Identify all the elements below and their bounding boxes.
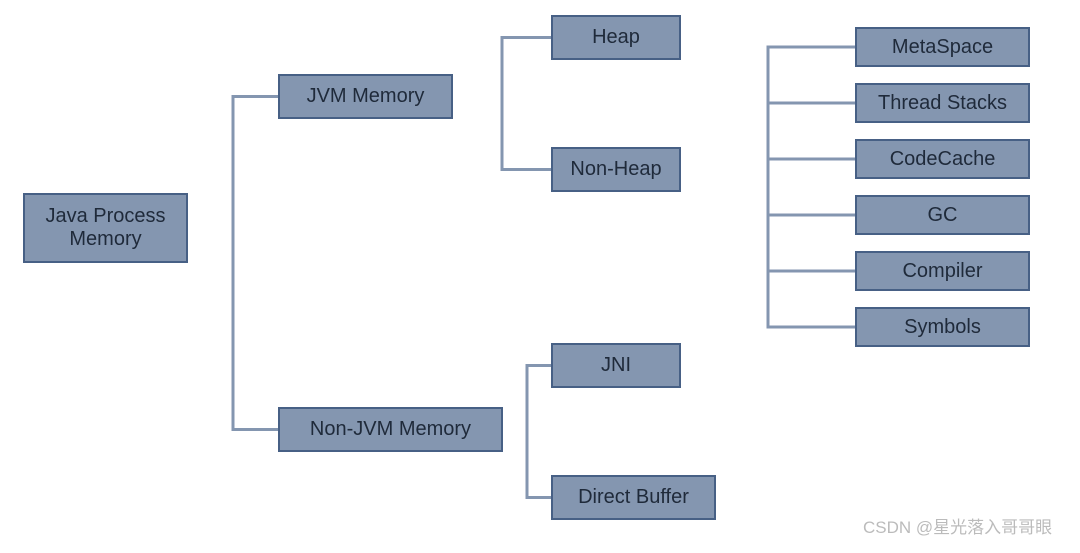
node-direct: Direct Buffer [551, 475, 716, 520]
watermark-text: CSDN @星光落入哥哥眼 [863, 518, 1052, 537]
node-compiler: Compiler [855, 251, 1030, 291]
node-root: Java Process Memory [23, 193, 188, 263]
node-symbols: Symbols [855, 307, 1030, 347]
node-label-root: Java Process Memory [45, 205, 165, 251]
node-label-heap: Heap [592, 26, 640, 49]
node-stacks: Thread Stacks [855, 83, 1030, 123]
node-label-nonheap: Non-Heap [570, 158, 661, 181]
node-gc: GC [855, 195, 1030, 235]
node-jvm: JVM Memory [278, 74, 453, 119]
node-jni: JNI [551, 343, 681, 388]
node-label-symbols: Symbols [904, 316, 981, 339]
watermark: CSDN @星光落入哥哥眼 [863, 513, 1052, 538]
node-nonheap: Non-Heap [551, 147, 681, 192]
node-heap: Heap [551, 15, 681, 60]
node-metaspace: MetaSpace [855, 27, 1030, 67]
node-label-nonjvm: Non-JVM Memory [310, 418, 471, 441]
node-label-gc: GC [928, 204, 958, 227]
node-label-stacks: Thread Stacks [878, 92, 1007, 115]
node-label-direct: Direct Buffer [578, 486, 689, 509]
node-label-jni: JNI [601, 354, 631, 377]
node-label-jvm: JVM Memory [307, 85, 425, 108]
node-label-codecache: CodeCache [890, 148, 996, 171]
node-label-compiler: Compiler [902, 260, 982, 283]
node-nonjvm: Non-JVM Memory [278, 407, 503, 452]
node-label-metaspace: MetaSpace [892, 36, 993, 59]
node-codecache: CodeCache [855, 139, 1030, 179]
